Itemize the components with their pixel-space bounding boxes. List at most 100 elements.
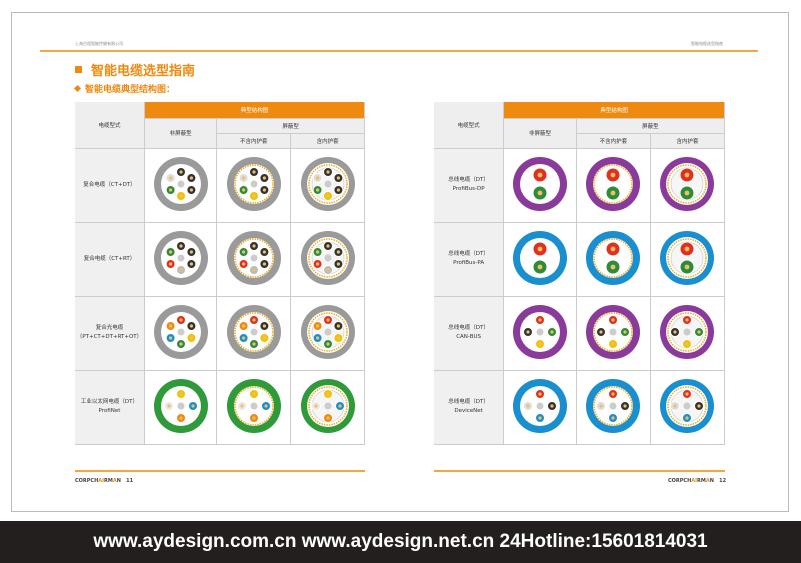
cable-cross-section-diagram (226, 305, 281, 359)
cable-type-name: 总线电缆（DT） (448, 325, 489, 332)
header-inner-sheath: 含内护套 (650, 133, 726, 149)
cable-cross-section-diagram (153, 305, 208, 359)
cable-cross-section-diagram (153, 157, 208, 211)
footer-brand: CORPCHAIRMAN (75, 478, 121, 484)
cable-type-label: 复合光电缆 （PT+CT+DT+RT+OT） (75, 296, 145, 371)
subtitle-text: 智能电缆典型结构图： (85, 85, 176, 95)
left-cable-table: 电缆型式 典型结构图 非屏蔽型 屏蔽型 不含内护套 含内护套复合电缆（CT+DT） 复合电缆… (75, 102, 366, 445)
unshielded-cell (503, 296, 577, 371)
shielded-inner-cell (290, 148, 365, 223)
header-cable-type: 电缆型式 (75, 102, 145, 149)
right-cable-table: 电缆型式 典型结构图 非屏蔽型 屏蔽型 不含内护套 含内护套 总线电缆（DT） ProfiBu… (434, 102, 726, 445)
cable-type-label: 复合电缆（CT+DT） (75, 148, 145, 223)
cable-cross-section-diagram (300, 379, 355, 433)
shielded-no-inner-cell (576, 296, 651, 371)
cable-type-label: 总线电缆（DT） ProfiBus-PA (434, 222, 505, 297)
cable-cross-section-diagram (660, 305, 715, 359)
header-shielded: 屏蔽型 (216, 118, 365, 134)
cable-type-model: DeviceNet (454, 408, 483, 414)
page-frame (11, 12, 789, 512)
cable-cross-section-diagram (513, 379, 568, 433)
table-row: 总线电缆（DT） DeviceNet (434, 370, 726, 445)
unshielded-cell (144, 296, 218, 371)
right-footer: CORPCHAIRMAN 12 (668, 478, 726, 484)
page-title: 智能电缆选型指南 (75, 60, 195, 79)
header-inner-sheath: 含内护套 (290, 133, 365, 149)
table-row: 复合电缆（CT+DT） (75, 148, 365, 223)
cable-cross-section-diagram (586, 157, 641, 211)
shielded-no-inner-cell (216, 222, 292, 297)
section-subtitle: 智能电缆典型结构图： (73, 82, 176, 95)
shielded-no-inner-cell (576, 222, 651, 297)
header-shielded: 屏蔽型 (576, 118, 726, 134)
cable-cross-section-diagram (660, 157, 715, 211)
cable-type-name: 复合电缆（CT+RT） (83, 255, 136, 262)
cable-type-model: （PT+CT+DT+RT+OT） (76, 334, 143, 340)
right-header-title: 智能电缆选型指南 (691, 41, 723, 46)
unshielded-cell (503, 148, 577, 223)
cable-type-name: 总线电缆（DT） (448, 251, 489, 258)
unshielded-cell (144, 222, 218, 297)
unshielded-cell (144, 370, 218, 445)
cable-type-name: 复合光电缆 (95, 325, 124, 332)
left-header-company: 上海古程智能传输有限公司 (75, 41, 123, 46)
shielded-inner-cell (290, 370, 365, 445)
shielded-inner-cell (650, 370, 726, 445)
shielded-inner-cell (290, 296, 365, 371)
cable-cross-section-diagram (226, 379, 281, 433)
cable-cross-section-diagram (153, 231, 208, 285)
square-bullet-icon (75, 66, 82, 73)
table-row: 复合光电缆 （PT+CT+DT+RT+OT） (75, 296, 365, 371)
shielded-inner-cell (650, 148, 726, 223)
table-row: 工业以太网电缆（DT） ProfiNet (75, 370, 365, 445)
cable-type-label: 总线电缆（DT） DeviceNet (434, 370, 505, 445)
shielded-no-inner-cell (216, 370, 292, 445)
cable-cross-section-diagram (586, 379, 641, 433)
page-number: 11 (126, 478, 134, 484)
unshielded-cell (144, 148, 218, 223)
table-row: 总线电缆（DT） ProfiBus-DP (434, 148, 726, 223)
cable-type-model: CAN-BUS (456, 334, 481, 340)
cable-cross-section-diagram (513, 305, 568, 359)
cable-cross-section-diagram (660, 231, 715, 285)
cable-type-model: ProfiBus-PA (453, 260, 485, 266)
cable-cross-section-diagram (153, 379, 208, 433)
contact-banner: www.aydesign.com.cn www.aydesign.net.cn … (0, 521, 801, 563)
cable-type-label: 工业以太网电缆（DT） ProfiNet (75, 370, 145, 445)
shielded-no-inner-cell (576, 370, 651, 445)
header-unshielded: 非屏蔽型 (503, 118, 577, 149)
cable-type-name: 复合电缆（CT+DT） (83, 181, 136, 188)
cable-cross-section-diagram (660, 379, 715, 433)
unshielded-cell (503, 222, 577, 297)
shielded-no-inner-cell (576, 148, 651, 223)
cable-type-label: 总线电缆（DT） CAN-BUS (434, 296, 505, 371)
page-number: 12 (719, 478, 727, 484)
cable-cross-section-diagram (300, 157, 355, 211)
cable-type-label: 复合电缆（CT+RT） (75, 222, 145, 297)
cable-cross-section-diagram (586, 305, 641, 359)
table-row: 复合电缆（CT+RT） (75, 222, 365, 297)
cable-type-label: 总线电缆（DT） ProfiBus-DP (434, 148, 505, 223)
cable-cross-section-diagram (226, 157, 281, 211)
cable-cross-section-diagram (226, 231, 281, 285)
header-no-inner-sheath: 不含内护套 (216, 133, 292, 149)
table-row: 总线电缆（DT） CAN-BUS (434, 296, 726, 371)
left-footer: CORPCHAIRMAN 11 (75, 478, 133, 484)
shielded-inner-cell (650, 296, 726, 371)
cable-type-model: ProfiBus-DP (452, 186, 485, 192)
cable-cross-section-diagram (586, 231, 641, 285)
header-cable-type: 电缆型式 (434, 102, 505, 149)
cable-cross-section-diagram (513, 157, 568, 211)
unshielded-cell (503, 370, 577, 445)
cable-cross-section-diagram (300, 305, 355, 359)
shielded-inner-cell (650, 222, 726, 297)
header-rule (40, 50, 758, 52)
cable-type-model: ProfiNet (98, 408, 121, 414)
header-typical-structure: 典型结构图 (144, 102, 366, 119)
header-no-inner-sheath: 不含内护套 (576, 133, 651, 149)
cable-type-name: 总线电缆（DT） (448, 399, 489, 406)
header-typical-structure: 典型结构图 (503, 102, 725, 119)
cable-cross-section-diagram (300, 231, 355, 285)
left-footer-rule (75, 470, 365, 472)
header-unshielded: 非屏蔽型 (144, 118, 218, 149)
